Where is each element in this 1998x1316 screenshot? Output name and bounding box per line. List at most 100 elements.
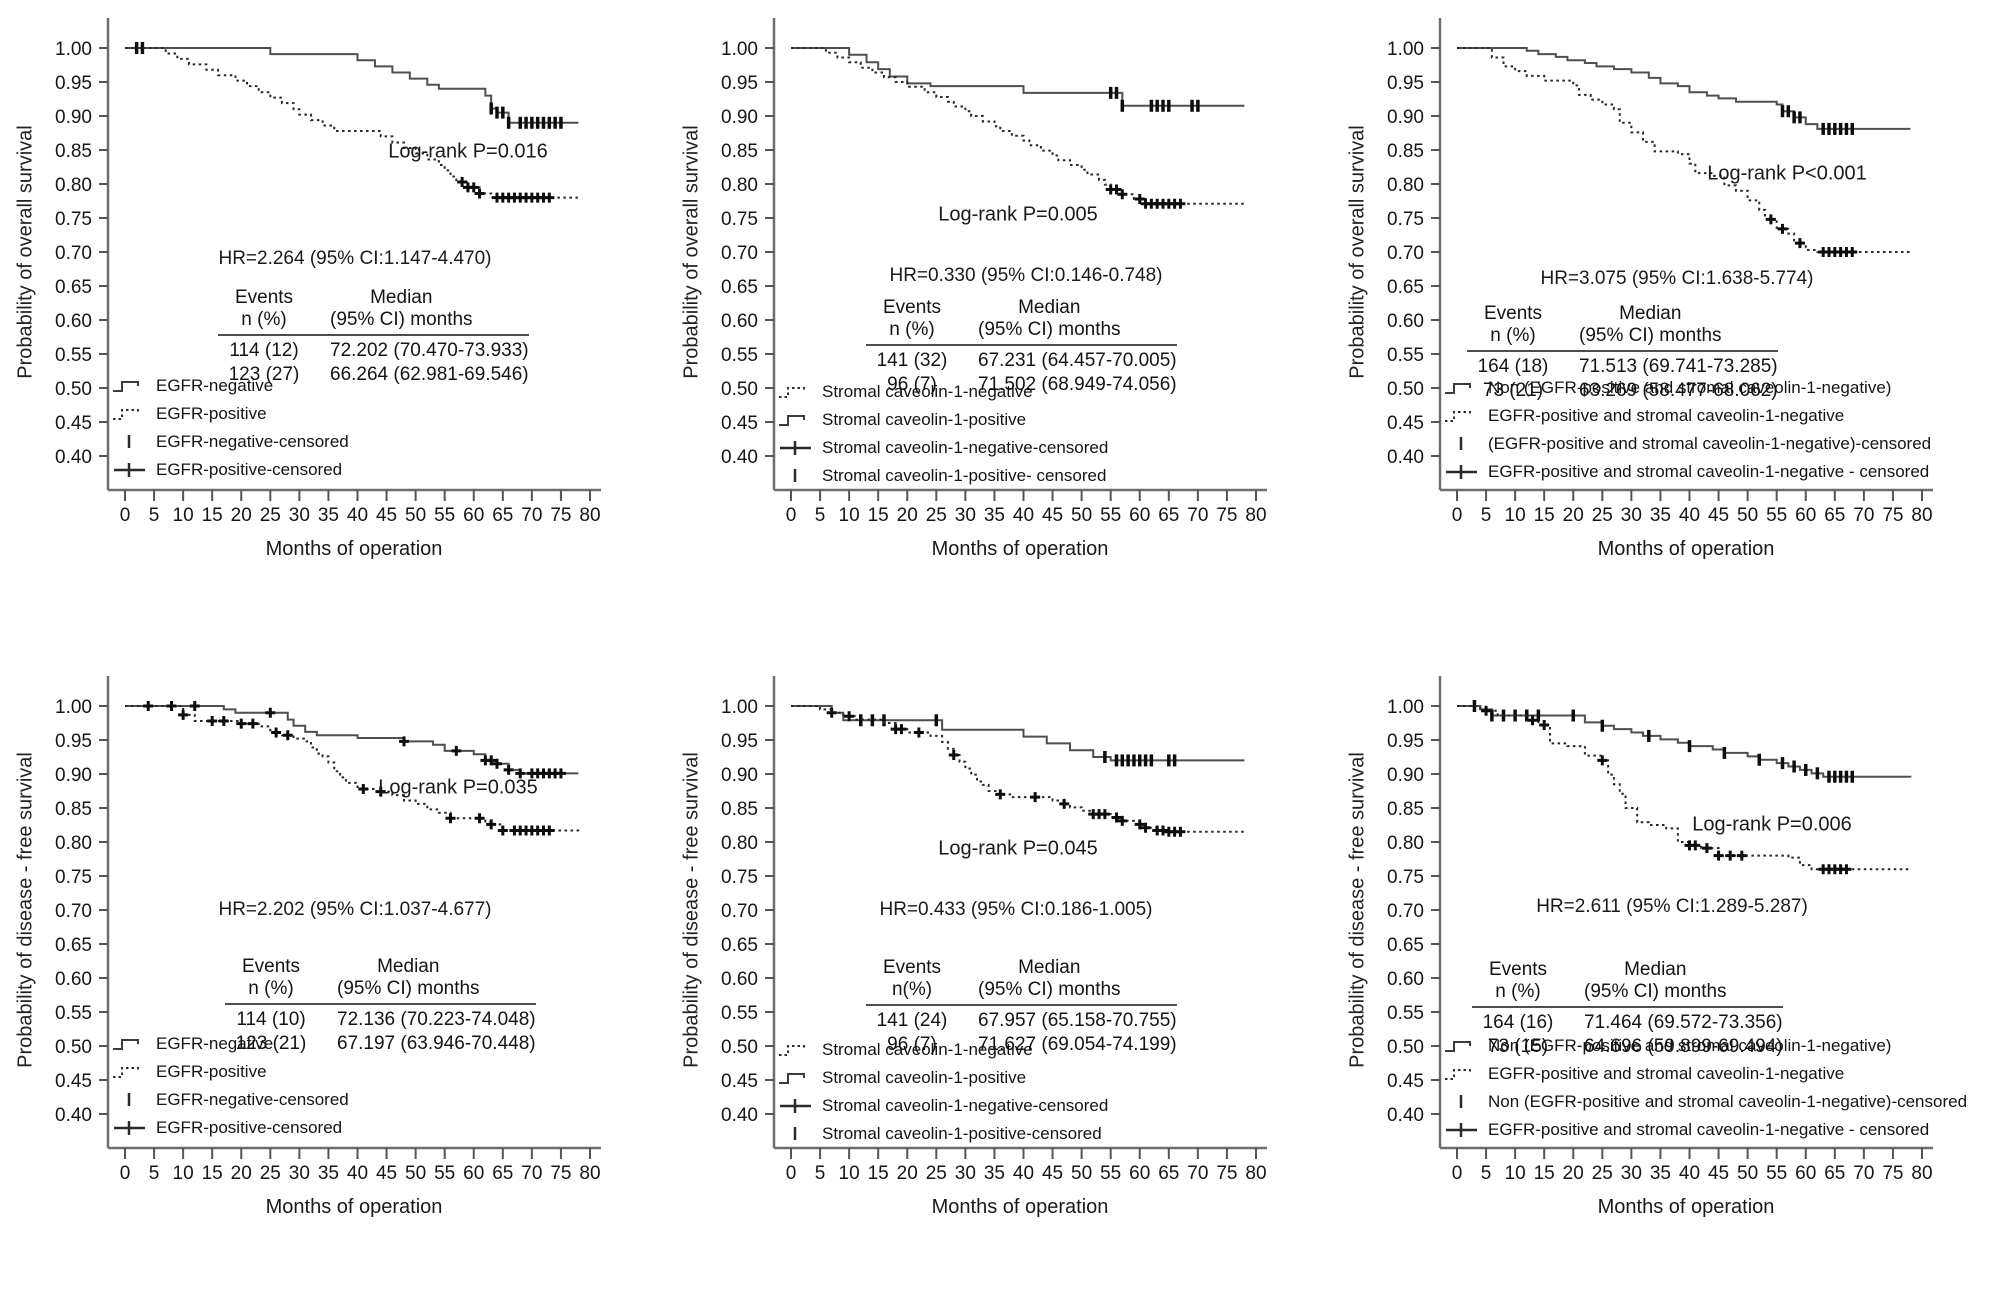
solid-step-marker-icon bbox=[113, 1038, 139, 1050]
col-header-ci: (95% CI) months bbox=[337, 978, 480, 999]
x-tick-label: 65 bbox=[1158, 1163, 1179, 1184]
y-tick-label: 0.90 bbox=[1387, 765, 1424, 786]
plus-marker-icon bbox=[780, 440, 811, 455]
x-tick-label: 80 bbox=[1911, 505, 1932, 526]
plus-marker-icon bbox=[780, 1098, 811, 1113]
legend-label: Stromal caveolin-1-positive bbox=[822, 409, 1027, 429]
y-tick-label: 0.80 bbox=[1387, 175, 1424, 196]
legend-item: Stromal caveolin-1-negative-censored bbox=[778, 436, 1108, 459]
censor-plus-mark bbox=[948, 749, 959, 760]
median-cell: 66.264 (62.981-69.546) bbox=[330, 364, 529, 385]
dashed-step-glyph bbox=[113, 408, 139, 420]
median-cell: 71.627 (69.054-74.199) bbox=[978, 1034, 1177, 1055]
x-tick-label: 10 bbox=[173, 1163, 194, 1184]
legend-label: Stromal caveolin-1-negative-censored bbox=[822, 1095, 1109, 1115]
x-tick-label: 5 bbox=[149, 505, 160, 526]
y-tick-label: 0.95 bbox=[55, 731, 92, 752]
x-tick-label: 35 bbox=[1650, 1163, 1671, 1184]
y-tick-label: 0.55 bbox=[55, 345, 92, 366]
x-tick-label: 80 bbox=[579, 505, 600, 526]
solid-step-marker-icon bbox=[113, 380, 139, 392]
events-cell: 123 (27) bbox=[228, 364, 300, 385]
y-tick-label: 0.75 bbox=[1387, 867, 1424, 888]
table-row: 73 (21) 63.269 (58.477-68.062) bbox=[1467, 380, 1778, 402]
x-tick-label: 50 bbox=[405, 1163, 426, 1184]
panel-dfs-caveolin: 1.00 0.95 0.90 0.85 0.80 0.75 0.70 0.65 0.60 0.55… bbox=[666, 658, 1332, 1316]
col-header-median: Median bbox=[1624, 959, 1687, 980]
survival-plot: 1.00 0.95 0.90 0.85 0.80 0.75 0.70 0.65 0.60 0.55… bbox=[721, 676, 1267, 1184]
legend-item: Stromal caveolin-1-positive bbox=[778, 1066, 1108, 1089]
y-tick-label: 0.70 bbox=[1387, 243, 1424, 264]
legend-label: EGFR-negative-censored bbox=[156, 1089, 349, 1109]
table-rule bbox=[1472, 1006, 1783, 1008]
censor-plus-mark bbox=[207, 715, 218, 726]
solid-step-glyph bbox=[779, 414, 805, 426]
hazard-ratio-annotation: HR=3.075 (95% CI:1.638-5.774) bbox=[1540, 268, 1814, 289]
x-tick-label: 55 bbox=[1766, 505, 1787, 526]
x-tick-label: 25 bbox=[1592, 505, 1613, 526]
table-row: 96 (7) 71.502 (68.949-74.056) bbox=[866, 374, 1176, 396]
x-tick-label: 60 bbox=[1129, 1163, 1150, 1184]
y-tick-label: 0.70 bbox=[721, 901, 758, 922]
events-median-table: Events n (%) Median (95% CI) months 114 (1… bbox=[218, 287, 529, 386]
hazard-ratio-annotation: HR=2.264 (95% CI:1.147-4.470) bbox=[218, 248, 492, 269]
legend-label: Non (EGFR-positive and stromal caveolin-… bbox=[1488, 1035, 1892, 1055]
legend-item: Non (EGFR-positive and stromal caveolin-… bbox=[1444, 376, 1931, 399]
x-tick-label: 75 bbox=[1882, 505, 1903, 526]
logrank-annotation: Log-rank P=0.035 bbox=[378, 776, 538, 799]
legend-item: EGFR-negative bbox=[112, 374, 349, 397]
y-tick-label: 0.75 bbox=[55, 209, 92, 230]
logrank-annotation: Log-rank P=0.006 bbox=[1692, 813, 1852, 836]
y-tick-label: 0.75 bbox=[721, 867, 758, 888]
y-tick-label: 0.50 bbox=[721, 379, 758, 400]
legend-item: Stromal caveolin-1-negative-censored bbox=[778, 1094, 1108, 1117]
x-tick-label: 55 bbox=[1766, 1163, 1787, 1184]
x-tick-label: 50 bbox=[1071, 1163, 1092, 1184]
y-tick-label: 0.95 bbox=[721, 731, 758, 752]
censor-plus-mark bbox=[492, 758, 502, 769]
col-header-median: Median bbox=[1619, 303, 1682, 324]
censor-plus-mark bbox=[544, 825, 555, 836]
y-tick-label: 0.65 bbox=[55, 277, 92, 298]
censor-plus-mark bbox=[236, 718, 247, 729]
table-rule bbox=[218, 334, 529, 336]
censor-plus-mark bbox=[1134, 193, 1145, 204]
plus-glyph bbox=[1446, 1122, 1477, 1137]
hazard-ratio-annotation: HR=2.611 (95% CI:1.289-5.287) bbox=[1536, 896, 1808, 917]
survival-plot: 1.00 0.95 0.90 0.85 0.80 0.75 0.70 0.65 0.60 0.55… bbox=[1387, 18, 1933, 526]
table-row: 164 (18) 71.513 (69.741-73.285) bbox=[1467, 356, 1778, 378]
censor-plus-mark bbox=[247, 718, 258, 729]
legend-label: EGFR-positive bbox=[156, 1061, 267, 1081]
legend: EGFR-negative EGFR-positive EGFR-negativ… bbox=[112, 374, 349, 481]
censor-plus-mark bbox=[1140, 822, 1151, 833]
events-cell: 73 (21) bbox=[1482, 380, 1544, 401]
y-tick-label: 0.45 bbox=[55, 413, 92, 434]
censor-plus-mark bbox=[1794, 238, 1805, 249]
table-rule bbox=[866, 1004, 1177, 1006]
dashed-step-glyph bbox=[779, 386, 805, 398]
survival-curve-solid bbox=[125, 47, 579, 124]
events-median-table: Events n(%) Median (95% CI) months 141 (24… bbox=[866, 957, 1177, 1056]
y-tick-label: 0.45 bbox=[1387, 413, 1424, 434]
dashed-step-marker-icon bbox=[1445, 1068, 1471, 1080]
events-median-table: Events n (%) Median (95% CI) months 114 (1… bbox=[225, 956, 536, 1055]
y-tick-label: 0.90 bbox=[721, 765, 758, 786]
y-tick-label: 0.85 bbox=[1387, 141, 1424, 162]
table-row: 141 (32) 67.231 (64.457-70.005) bbox=[866, 350, 1177, 372]
censor-plus-mark bbox=[1111, 812, 1122, 823]
y-tick-label: 1.00 bbox=[55, 39, 92, 60]
censor-plus-mark bbox=[1059, 798, 1070, 809]
median-cell: 63.269 (58.477-68.062) bbox=[1579, 380, 1778, 401]
censor-plus-mark bbox=[189, 701, 200, 711]
y-tick-label: 0.85 bbox=[55, 799, 92, 820]
legend-item: EGFR-positive and stromal caveolin-1-neg… bbox=[1444, 460, 1931, 483]
censor-plus-mark bbox=[1117, 189, 1128, 200]
y-tick-label: 0.50 bbox=[1387, 1037, 1424, 1058]
legend: EGFR-negative EGFR-positive EGFR-negativ… bbox=[112, 1032, 349, 1139]
y-tick-label: 0.95 bbox=[55, 73, 92, 94]
y-tick-label: 0.85 bbox=[721, 799, 758, 820]
x-tick-label: 0 bbox=[1452, 505, 1463, 526]
censor-plus-mark bbox=[1134, 819, 1145, 830]
logrank-annotation: Log-rank P=0.016 bbox=[388, 140, 548, 163]
